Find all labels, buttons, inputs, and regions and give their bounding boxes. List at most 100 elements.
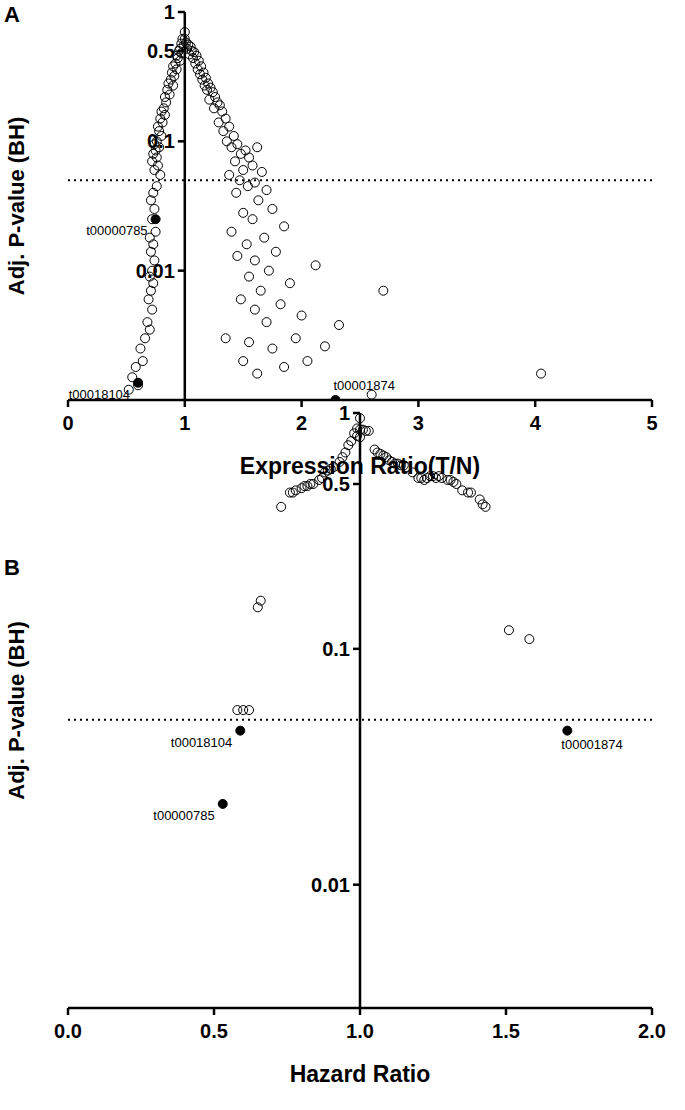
point (245, 706, 254, 715)
point (146, 196, 155, 205)
x-tick-label: 0.0 (54, 1020, 82, 1042)
point (239, 357, 248, 366)
point (434, 472, 443, 481)
x-tick-label: 2 (296, 412, 307, 434)
point (268, 204, 277, 213)
point (248, 161, 257, 170)
point (257, 167, 266, 176)
point (253, 143, 262, 152)
point (285, 279, 294, 288)
point-label: t00018104 (69, 387, 130, 402)
point (466, 488, 475, 497)
y-tick-label: 1 (339, 402, 350, 424)
threshold-line (68, 179, 652, 181)
point (236, 295, 245, 304)
x-tick-label: 4 (530, 412, 542, 434)
point (173, 54, 182, 63)
point (256, 286, 265, 295)
point (449, 477, 458, 486)
point-label: t00001874 (561, 737, 622, 752)
point (303, 357, 312, 366)
highlight-point (236, 726, 245, 735)
point (245, 272, 254, 281)
point (157, 131, 166, 140)
panel: B0.00.51.01.52.0Hazard Ratio0.010.10.51A… (4, 402, 666, 1087)
point (280, 362, 289, 371)
y-axis-line (184, 12, 187, 400)
point (268, 344, 277, 353)
point (271, 247, 280, 256)
plot-area (68, 414, 652, 809)
point (253, 369, 262, 378)
point-labels: t00018104t00000785t00001874 (153, 735, 622, 823)
point (320, 342, 329, 351)
y-tick-label: 0.5 (147, 40, 175, 62)
point (537, 369, 546, 378)
point (291, 334, 300, 343)
y-tick (178, 269, 185, 272)
point (225, 122, 234, 131)
point (162, 98, 171, 107)
point (239, 166, 248, 175)
point (364, 426, 373, 435)
point (320, 468, 329, 477)
point (525, 635, 534, 644)
point (136, 344, 145, 353)
point (171, 59, 180, 68)
point (276, 300, 285, 309)
point (356, 414, 365, 423)
point (318, 474, 327, 483)
point-label: t00000785 (153, 808, 214, 823)
point (150, 166, 159, 175)
point (211, 93, 220, 102)
point (297, 484, 306, 493)
x-tick-label: 1.0 (346, 1020, 374, 1042)
x-tick (651, 1008, 654, 1015)
point (291, 486, 300, 495)
point (262, 186, 271, 195)
point (131, 362, 140, 371)
point (148, 305, 157, 314)
point (227, 143, 236, 152)
point-label: t00000785 (86, 223, 147, 238)
point (233, 251, 242, 260)
point (335, 457, 344, 466)
x-axis-line (68, 399, 652, 402)
point (250, 256, 259, 265)
y-axis-line (359, 413, 362, 1008)
point (277, 502, 286, 511)
point (150, 204, 159, 213)
x-tick-label: 0 (62, 412, 73, 434)
point (214, 118, 223, 127)
point (250, 305, 259, 314)
point (219, 127, 228, 136)
point (458, 486, 467, 495)
point (253, 603, 262, 612)
point (151, 227, 160, 236)
threshold-line (68, 719, 652, 721)
point (239, 208, 248, 217)
point (242, 240, 251, 249)
x-tick (534, 400, 537, 407)
point (225, 170, 234, 179)
point (148, 266, 157, 275)
point (222, 137, 231, 146)
point (188, 54, 197, 63)
point (408, 468, 417, 477)
x-tick (67, 1008, 70, 1015)
x-tick (300, 400, 303, 407)
panel-label: A (4, 2, 20, 27)
point (311, 261, 320, 270)
point (306, 479, 315, 488)
highlight-point (331, 396, 340, 401)
point (481, 502, 490, 511)
point-labels: t00000785 t00018104 t00001874 (69, 223, 395, 402)
point (236, 149, 245, 158)
y-tick (178, 11, 185, 14)
x-tick (213, 1008, 216, 1015)
point (245, 338, 254, 347)
point-label: t00001874 (333, 378, 394, 393)
x-tick (651, 400, 654, 407)
point (218, 107, 227, 116)
highlight-point (218, 799, 227, 808)
